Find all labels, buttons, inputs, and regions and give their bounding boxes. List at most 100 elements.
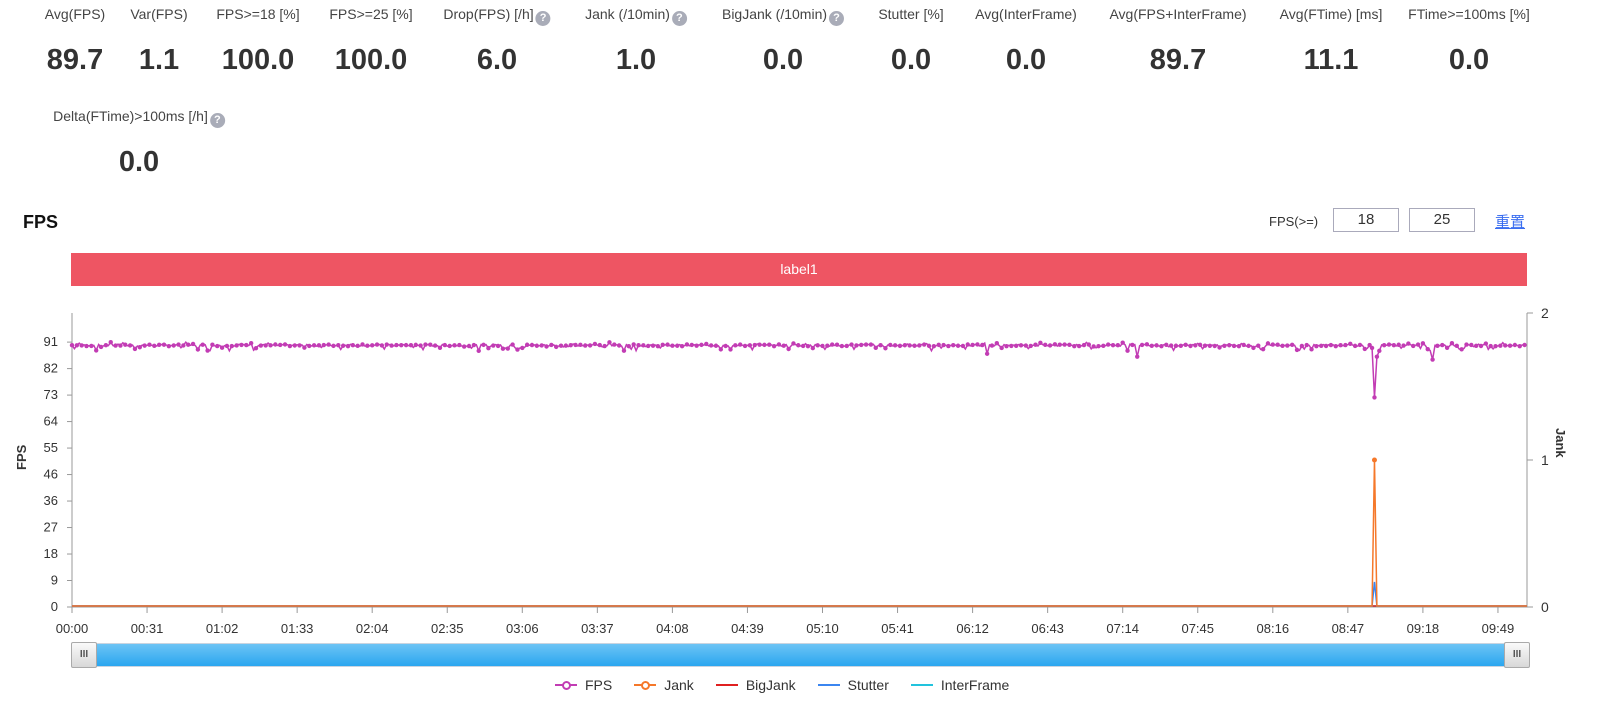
fps-point [1265, 341, 1271, 346]
fps-point [471, 342, 477, 348]
fps-point [689, 342, 694, 348]
fps-point [1009, 343, 1014, 349]
stat-avg-fps: Avg(FPS) 89.7 [45, 4, 105, 77]
legend-marker-icon [817, 684, 840, 686]
fps-point [1369, 345, 1375, 351]
legend-marker-icon [555, 680, 577, 690]
fps-point [1299, 343, 1305, 349]
legend-interframe[interactable]: InterFrame [910, 677, 1009, 693]
fps-point [1067, 342, 1072, 348]
fps-point [336, 342, 341, 348]
threshold-high-input[interactable]: 25 [1409, 208, 1475, 232]
label-band[interactable]: label1 [71, 253, 1527, 286]
fps-point [1289, 342, 1295, 348]
fps-point [491, 343, 496, 348]
legend-jank[interactable]: Jank [634, 677, 694, 693]
fps-point [1197, 342, 1203, 348]
fps-point [849, 342, 854, 347]
fps-point [1498, 343, 1503, 348]
fps-point [1018, 343, 1024, 348]
fps-point [524, 342, 530, 347]
fps-point [195, 347, 201, 352]
fps-point [1323, 343, 1329, 349]
help-icon[interactable]: ? [209, 113, 225, 128]
fps-point [1081, 342, 1087, 348]
fps-point [1241, 342, 1246, 348]
fps-point [137, 345, 142, 350]
fps-point [1391, 342, 1397, 348]
stat-fps-25: FPS>=25 [%] 100.0 [329, 4, 412, 77]
fps-point [1522, 342, 1527, 348]
fps-point [1435, 343, 1440, 349]
fps-point [74, 343, 80, 348]
slider-start-handle[interactable]: III [71, 642, 97, 668]
fps-point [461, 344, 467, 349]
fps-point [970, 342, 975, 348]
threshold-low-input[interactable]: 18 [1333, 208, 1399, 232]
fps-point [331, 343, 336, 349]
fps-point [636, 342, 641, 348]
stat-avg-fps-interframe: Avg(FPS+InterFrame) 89.7 [1109, 4, 1246, 77]
fps-point [1144, 342, 1150, 347]
legend-stutter[interactable]: Stutter [817, 677, 889, 693]
y-tick-label: 0 [51, 599, 58, 614]
x-tick-label: 09:49 [1482, 621, 1515, 636]
stat-value: 0.0 [1005, 44, 1047, 76]
fps-point [127, 343, 133, 348]
fps-point [825, 343, 830, 348]
fps-point [655, 343, 661, 349]
reset-link[interactable]: 重置 [1495, 214, 1526, 231]
fps-point [1043, 342, 1048, 348]
help-icon[interactable]: ? [535, 11, 551, 26]
fps-point [307, 343, 312, 349]
fps-point [800, 343, 806, 349]
fps-point [108, 340, 113, 345]
x-tick-label: 08:16 [1257, 621, 1290, 636]
fps-point [955, 343, 961, 348]
fps-point [1130, 342, 1135, 348]
x-tick-label: 02:04 [356, 621, 389, 636]
fps-point [84, 343, 89, 349]
fps-point [452, 343, 457, 348]
fps-point [980, 342, 985, 348]
fps-point [321, 342, 326, 348]
stat-avg-ftime: Avg(FTime) [ms] 11.1 [1280, 4, 1383, 77]
fps-point [1415, 342, 1421, 347]
help-icon[interactable]: ? [829, 11, 845, 26]
fps-point [863, 342, 869, 347]
slider-end-handle[interactable]: III [1504, 642, 1530, 668]
fps-point [437, 345, 443, 350]
fps-point [1202, 343, 1208, 348]
fps-point [1038, 340, 1043, 345]
help-icon[interactable]: ? [671, 11, 687, 26]
fps-point [345, 343, 351, 349]
fps-point [278, 342, 283, 348]
fps-point [244, 342, 249, 348]
fps-point [360, 342, 365, 347]
legend-fps[interactable]: FPS [555, 677, 612, 693]
zoom-slider[interactable]: III III [71, 642, 1530, 668]
fps-point [166, 343, 172, 349]
y-tick-label: 73 [44, 387, 58, 402]
y-tick-label: 55 [44, 440, 58, 455]
fps-point [563, 343, 569, 348]
fps-point [529, 342, 535, 348]
fps-point [883, 346, 888, 351]
stat-drop-fps: Drop(FPS) [/h]? 6.0 [443, 4, 551, 77]
series-jank-line [72, 459, 1527, 607]
fps-chart[interactable]: 0 9 18 27 36 46 55 64 73 82 91 0 1 2 00:00 00:31 01:02 01… [0, 0, 1599, 640]
y-tick-label: 64 [44, 414, 58, 429]
legend-marker-icon [715, 684, 738, 686]
fps-point [1309, 347, 1314, 352]
fps-point [1488, 343, 1493, 349]
fps-point [1503, 343, 1508, 348]
fps-point [1154, 343, 1159, 348]
y2-tick-label: 1 [1541, 452, 1549, 468]
fps-point [621, 348, 627, 353]
fps-point [1459, 347, 1464, 352]
legend-bigjank[interactable]: BigJank [715, 677, 796, 693]
fps-point [747, 343, 753, 348]
fps-point [79, 343, 84, 348]
fps-point [975, 342, 980, 347]
fps-point [989, 343, 995, 348]
